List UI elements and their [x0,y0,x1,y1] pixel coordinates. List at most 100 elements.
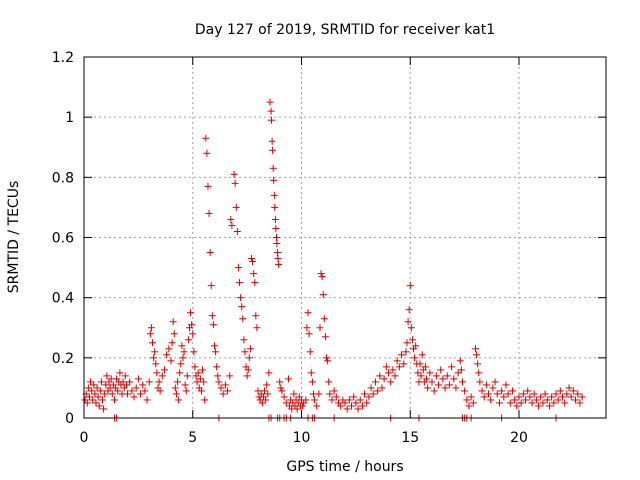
data-point [412,342,420,350]
y-tick-label: 0.2 [52,351,74,367]
data-point [139,381,147,389]
data-point [94,393,102,401]
data-point [541,390,549,398]
data-point [324,357,332,365]
x-tick-label: 10 [293,430,311,446]
data-point [231,179,239,187]
data-point [134,375,142,383]
data-point [158,372,166,380]
data-point [269,146,277,154]
data-point [545,402,553,410]
data-point [183,372,191,380]
data-point [352,399,360,407]
data-point [267,107,275,115]
data-point [356,396,364,404]
data-point [506,399,514,407]
data-point [411,354,419,362]
data-point [530,390,538,398]
data-point [227,215,235,223]
data-point [432,372,440,380]
data-point [316,324,324,332]
data-point [513,402,521,410]
data-point [402,348,410,356]
data-point [187,309,195,317]
data-point [395,363,403,371]
data-point [180,348,188,356]
data-point [132,384,140,392]
data-point [495,399,503,407]
data-point [576,399,584,407]
data-point [365,393,373,401]
data-point [128,387,136,395]
data-point [147,324,155,332]
data-point [441,384,449,392]
data-point [428,378,436,386]
data-point [155,378,163,386]
data-point [502,381,510,389]
data-point [532,396,540,404]
data-point [182,387,190,395]
data-point [270,191,278,199]
y-tick-label: 1.2 [52,50,74,66]
data-point [141,387,149,395]
data-point [302,396,310,404]
data-point [97,378,105,386]
data-point [238,303,246,311]
data-point [178,342,186,350]
data-point [236,279,244,287]
data-point [515,393,523,401]
data-point [108,390,116,398]
data-point [485,390,493,398]
data-point [189,330,197,338]
data-point [290,390,298,398]
data-point [550,399,558,407]
data-point [406,282,414,290]
data-point [465,402,473,410]
data-point [179,354,187,362]
data-point [561,399,569,407]
data-point [578,393,586,401]
data-point [417,372,425,380]
x-tick-label: 5 [188,430,197,446]
data-point [474,360,482,368]
data-point [121,372,129,380]
data-point [177,360,185,368]
data-point [203,149,211,157]
data-point [174,378,182,386]
data-point [271,203,279,211]
data-point [435,381,443,389]
data-point [405,306,413,314]
data-point [487,396,495,404]
data-point [273,240,281,248]
data-point [308,378,316,386]
data-point [213,363,221,371]
data-point [454,369,462,377]
data-point [234,264,242,272]
data-point [403,339,411,347]
data-point [124,390,131,398]
data-point [209,321,217,329]
data-point [246,345,254,353]
x-tick-label: 0 [80,430,89,446]
data-point [87,378,95,386]
data-point [101,390,109,398]
data-point [393,357,401,365]
data-point [219,390,227,398]
data-point [88,387,96,395]
data-point [206,249,214,257]
data-point [500,393,508,401]
data-point [215,378,223,386]
data-point [361,390,369,398]
data-point [313,402,321,410]
axis-ticks [83,56,606,419]
data-point [380,375,388,383]
chart-title: Day 127 of 2019, SRMTID for receiver kat… [195,22,495,38]
data-point [245,354,253,362]
data-point [170,330,178,338]
data-point [426,369,434,377]
data-point [337,402,345,410]
data-point [407,324,415,332]
data-point [208,312,216,320]
data-point [92,399,100,407]
